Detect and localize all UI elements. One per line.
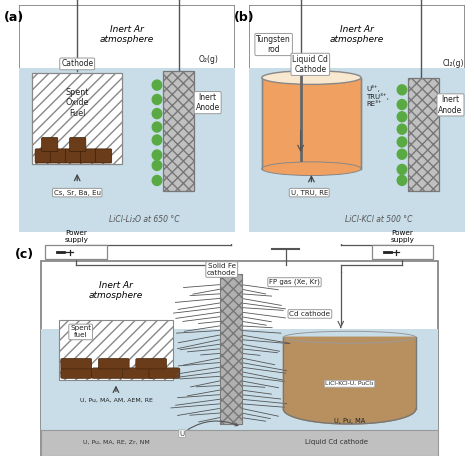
Text: Inert
Anode: Inert Anode	[196, 93, 220, 113]
Circle shape	[152, 175, 162, 186]
Bar	[46, 245, 107, 259]
Bar	[41, 329, 438, 430]
Text: Power
supply: Power supply	[391, 230, 414, 243]
FancyBboxPatch shape	[70, 138, 86, 152]
Text: Tungsten
rod: Tungsten rod	[256, 35, 291, 54]
Text: U, TRU, RE: U, TRU, RE	[291, 190, 328, 196]
Bar	[59, 320, 173, 379]
FancyBboxPatch shape	[91, 368, 123, 379]
Text: (c): (c)	[15, 248, 34, 261]
Text: O₂(g): O₂(g)	[199, 55, 219, 64]
Text: FP gas (Xe, Kr): FP gas (Xe, Kr)	[269, 279, 320, 286]
FancyBboxPatch shape	[149, 368, 180, 379]
FancyBboxPatch shape	[35, 149, 51, 163]
Bar	[19, 68, 235, 232]
Circle shape	[152, 122, 162, 132]
FancyBboxPatch shape	[98, 359, 129, 369]
Text: (b): (b)	[234, 12, 255, 25]
Bar	[409, 78, 438, 192]
Circle shape	[397, 175, 407, 186]
Text: (a): (a)	[4, 12, 24, 25]
Text: Spent
fuel: Spent fuel	[70, 326, 91, 339]
Ellipse shape	[262, 162, 361, 176]
Text: U, Pu, MA: U, Pu, MA	[334, 418, 365, 424]
Bar	[219, 274, 242, 424]
FancyBboxPatch shape	[65, 149, 82, 163]
Text: Inert Ar
atmosphere: Inert Ar atmosphere	[329, 25, 384, 44]
FancyBboxPatch shape	[123, 368, 154, 379]
FancyBboxPatch shape	[50, 149, 66, 163]
Bar	[219, 274, 242, 424]
Polygon shape	[283, 337, 416, 424]
Circle shape	[397, 85, 407, 95]
FancyBboxPatch shape	[61, 359, 91, 369]
FancyBboxPatch shape	[81, 149, 97, 163]
Text: Cd cathode: Cd cathode	[289, 311, 330, 317]
Circle shape	[152, 135, 162, 145]
Circle shape	[152, 80, 162, 90]
Text: Liquid Cd cathode: Liquid Cd cathode	[305, 439, 368, 445]
Text: U, Pu, MA, AM, AEM, RE: U, Pu, MA, AM, AEM, RE	[80, 398, 152, 403]
Text: Cl₂(g): Cl₂(g)	[443, 60, 465, 68]
Circle shape	[397, 137, 407, 147]
Circle shape	[397, 112, 407, 122]
Text: LiCl-KCl-U, PuCl₃: LiCl-KCl-U, PuCl₃	[325, 381, 374, 386]
Circle shape	[397, 100, 407, 110]
FancyBboxPatch shape	[96, 149, 112, 163]
Text: Liquid Cd
Cathode: Liquid Cd Cathode	[292, 55, 328, 74]
Circle shape	[152, 109, 162, 119]
FancyBboxPatch shape	[42, 138, 58, 152]
FancyBboxPatch shape	[136, 359, 167, 369]
Text: Spent
Oxide
Fuel: Spent Oxide Fuel	[65, 88, 89, 118]
Circle shape	[397, 124, 407, 134]
Text: Inert Ar
atmosphere: Inert Ar atmosphere	[89, 281, 143, 300]
Circle shape	[152, 94, 162, 105]
Circle shape	[152, 160, 162, 171]
Bar	[41, 430, 438, 456]
Text: U, Pu, MA, RE, Zr, NM: U, Pu, MA, RE, Zr, NM	[82, 439, 149, 445]
Text: Inert
Anode: Inert Anode	[438, 95, 463, 114]
Text: Cathode: Cathode	[61, 60, 93, 68]
Ellipse shape	[262, 71, 361, 85]
Bar	[32, 73, 122, 164]
FancyBboxPatch shape	[61, 368, 91, 379]
Bar	[372, 245, 433, 259]
Text: Power
supply: Power supply	[64, 230, 88, 243]
Bar	[262, 78, 361, 169]
Text: U³⁺,
TRU³⁺,
RE³⁺: U³⁺, TRU³⁺, RE³⁺	[366, 85, 389, 107]
Circle shape	[397, 165, 407, 174]
Text: Cs, Sr, Ba, Eu: Cs, Sr, Ba, Eu	[54, 190, 100, 196]
Circle shape	[397, 149, 407, 159]
Circle shape	[152, 150, 162, 160]
Text: LiCl-KCl at 500 °C: LiCl-KCl at 500 °C	[345, 215, 412, 225]
Bar	[164, 71, 194, 192]
Bar	[249, 68, 465, 232]
Text: U: U	[180, 421, 238, 437]
Text: Solid Fe
cathode: Solid Fe cathode	[207, 263, 237, 276]
Text: LiCl-Li₂O at 650 °C: LiCl-Li₂O at 650 °C	[109, 215, 179, 225]
Text: Inert Ar
atmosphere: Inert Ar atmosphere	[100, 25, 154, 44]
